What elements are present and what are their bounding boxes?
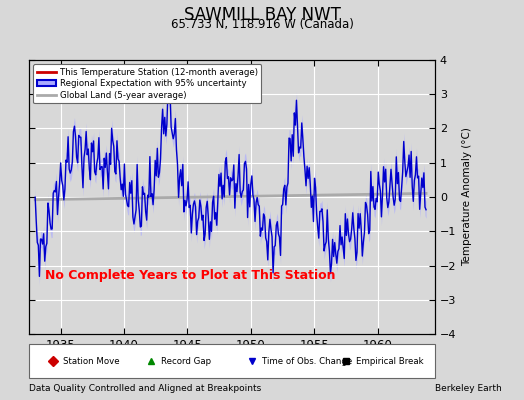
FancyBboxPatch shape — [29, 344, 435, 378]
Text: No Complete Years to Plot at This Station: No Complete Years to Plot at This Statio… — [45, 269, 336, 282]
Text: Record Gap: Record Gap — [161, 356, 211, 366]
Text: Data Quality Controlled and Aligned at Breakpoints: Data Quality Controlled and Aligned at B… — [29, 384, 261, 393]
Legend: This Temperature Station (12-month average), Regional Expectation with 95% uncer: This Temperature Station (12-month avera… — [33, 64, 261, 103]
Y-axis label: Temperature Anomaly (°C): Temperature Anomaly (°C) — [462, 128, 472, 266]
Text: Berkeley Earth: Berkeley Earth — [435, 384, 501, 393]
Text: 65.733 N, 118.916 W (Canada): 65.733 N, 118.916 W (Canada) — [171, 18, 353, 31]
Text: Time of Obs. Change: Time of Obs. Change — [263, 356, 353, 366]
Text: Station Move: Station Move — [63, 356, 120, 366]
Text: SAWMILL BAY NWT: SAWMILL BAY NWT — [183, 6, 341, 24]
Text: Empirical Break: Empirical Break — [356, 356, 423, 366]
